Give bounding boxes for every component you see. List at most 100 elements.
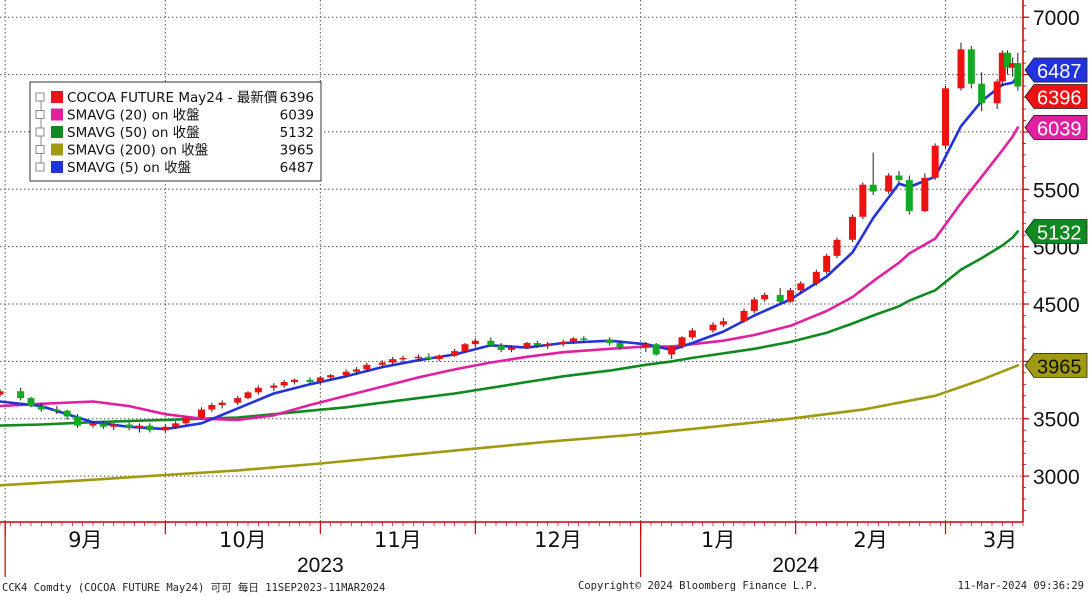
- candle-body: [833, 239, 841, 256]
- value-flags: 6487 6396 6039 5132 3965: [1024, 57, 1088, 378]
- candle-body: [53, 409, 61, 412]
- candle-body: [182, 417, 190, 424]
- legend-tree-node: [35, 110, 45, 119]
- candle-body: [487, 340, 495, 346]
- footer-timestamp: 11-Mar-2024 09:36:29: [957, 580, 1084, 592]
- candle-body: [642, 344, 650, 348]
- candle-body: [89, 423, 97, 426]
- candle-body: [787, 290, 794, 302]
- value-flag: [1024, 352, 1088, 378]
- x-month-label: 10月: [219, 528, 267, 552]
- legend-value: 3965: [280, 143, 314, 159]
- legend-tree-node: [35, 127, 45, 137]
- candle-body: [869, 184, 877, 192]
- legend-tree-node: [35, 92, 45, 102]
- candle-body: [668, 346, 676, 355]
- candle-body: [316, 377, 324, 383]
- candle-body: [740, 310, 748, 322]
- x-month-label: 9月: [68, 528, 102, 552]
- candle-body: [461, 344, 469, 352]
- candle-body: [208, 404, 216, 410]
- candle-body: [998, 52, 1006, 82]
- series-line-200: [0, 364, 1020, 487]
- candlesticks: [0, 42, 1022, 433]
- legend-box: [29, 81, 322, 182]
- candle-body: [652, 344, 660, 355]
- x-month-label: 11月: [374, 528, 422, 552]
- candle-body: [234, 398, 242, 403]
- candle-body: [280, 382, 288, 386]
- candle-body: [244, 392, 252, 399]
- candle-body: [74, 416, 81, 426]
- candle-body: [616, 343, 624, 348]
- candle-body: [342, 371, 350, 376]
- candle-body: [859, 184, 867, 217]
- candle-body: [885, 175, 893, 192]
- candle-body: [776, 294, 784, 302]
- candle-body: [993, 81, 1001, 104]
- candle-body: [1014, 63, 1022, 87]
- legend-label: SMAVG (200) on 收盤: [67, 143, 209, 159]
- candle-body: [823, 255, 831, 272]
- candle-body: [353, 369, 360, 372]
- series-line-50: [0, 230, 1020, 427]
- y-tick-label: 4500: [1033, 294, 1080, 317]
- legend-value: 6039: [280, 108, 314, 124]
- candle-body: [99, 423, 107, 427]
- price-chart: 3000350040004500500055006000650070009月10…: [0, 0, 1088, 577]
- legend-label: COCOA FUTURE May24 - 最新價: [67, 90, 278, 106]
- candle-body: [709, 324, 717, 331]
- candle-body: [254, 387, 262, 393]
- candle-body: [110, 424, 118, 427]
- value-flag-label: 5132: [1037, 223, 1082, 245]
- candle-body: [719, 321, 727, 325]
- candle-body: [1009, 63, 1017, 68]
- candle-body: [812, 271, 820, 284]
- candle-body: [451, 351, 459, 356]
- candle-body: [967, 49, 975, 84]
- legend-value: 6396: [280, 90, 314, 106]
- candle-body: [415, 356, 422, 359]
- candle-body: [559, 341, 567, 345]
- candle-body: [37, 406, 45, 410]
- candle-body: [544, 344, 552, 346]
- legend-label: SMAVG (20) on 收盤: [67, 108, 200, 124]
- candle-body: [978, 83, 986, 104]
- candle-body: [895, 175, 903, 181]
- candle-body: [63, 410, 71, 417]
- legend-tree-node: [35, 162, 45, 172]
- candle-body: [1004, 52, 1011, 68]
- candle-body: [508, 347, 515, 350]
- candle-body: [378, 362, 386, 365]
- legend: COCOA FUTURE May24 - 最新價 6396 SMAVG (20) o…: [29, 81, 322, 182]
- candle-body: [291, 379, 298, 383]
- candle-body: [580, 338, 588, 340]
- candle-body: [172, 423, 180, 427]
- x-year-label: 2023: [297, 554, 344, 577]
- candle-body: [270, 385, 278, 388]
- legend-label: SMAVG (50) on 收盤: [67, 125, 200, 141]
- footer-copyright: Copyright© 2024 Bloomberg Finance L.P.: [578, 580, 819, 592]
- candle-body: [688, 330, 696, 338]
- candle-body: [957, 49, 965, 89]
- candle-body: [306, 379, 314, 383]
- candle-body: [570, 338, 577, 342]
- legend-tree-node: [35, 145, 45, 154]
- value-flag-label: 6039: [1037, 118, 1082, 140]
- x-month-label: 2月: [853, 528, 887, 552]
- legend-swatch: [51, 126, 63, 138]
- legend-swatch: [51, 143, 63, 156]
- candle-body: [678, 337, 686, 347]
- candle-body: [27, 398, 35, 407]
- value-flag: [1024, 219, 1088, 244]
- value-flag: [1024, 115, 1088, 140]
- candle-body: [327, 375, 335, 378]
- candle-body: [399, 357, 407, 360]
- candle-body: [942, 88, 949, 146]
- value-flag: [1024, 84, 1088, 109]
- candle-body: [905, 180, 913, 212]
- candle-body: [761, 294, 769, 300]
- footer-ticker-info: CCK4 Comdty (COCOA FUTURE May24) 可可 每日 1…: [2, 582, 386, 594]
- candle-body: [750, 299, 758, 311]
- legend-swatch: [51, 108, 63, 121]
